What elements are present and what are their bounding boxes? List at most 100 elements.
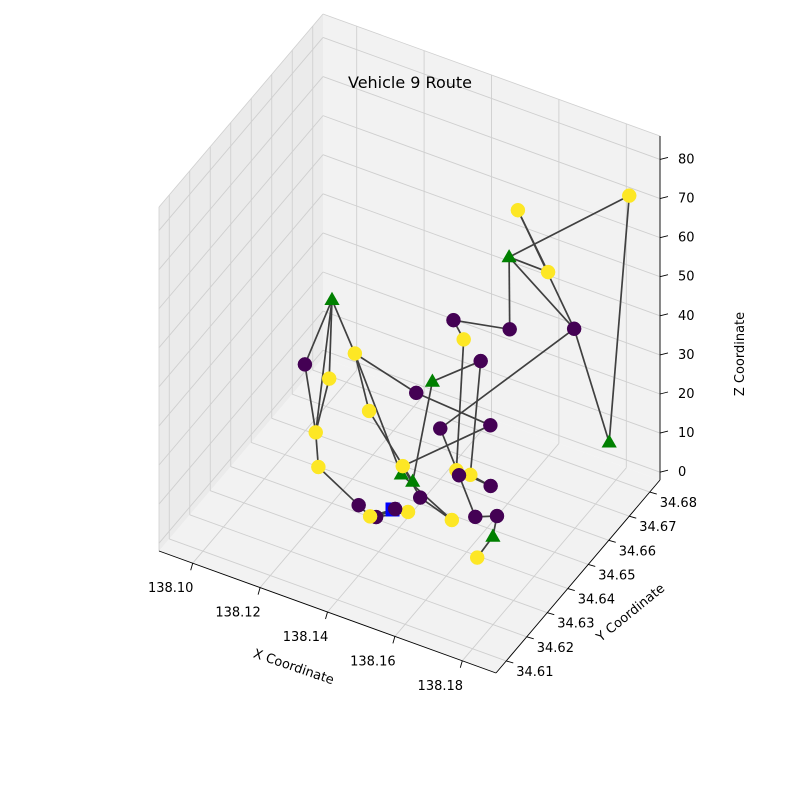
route-segment: [304, 364, 317, 433]
stop-point-yellow: [395, 458, 411, 474]
x-axis-label: X Coordinate: [251, 647, 336, 689]
route-segment: [317, 466, 360, 506]
x-gridline-floor: [259, 394, 425, 588]
stop-point-yellow: [362, 509, 378, 524]
x-tick-mark: [325, 611, 328, 620]
z-gridline-left: [158, 271, 324, 466]
route-segment: [469, 360, 482, 475]
route-segment: [314, 378, 331, 433]
z-gridline-left: [158, 310, 324, 505]
stop-point-purple: [433, 421, 448, 436]
route-segment: [508, 256, 575, 330]
x-tick-mark: [257, 587, 261, 595]
y-tick-label: 34.65: [598, 568, 635, 583]
x-tick-mark: [459, 660, 463, 668]
y-gridline-floor: [230, 466, 568, 589]
y-tick-mark: [567, 588, 575, 591]
y-tick-mark: [608, 539, 616, 543]
route-segment: [608, 195, 631, 443]
z-gridline-back: [322, 232, 661, 356]
x-tick-label: 138.18: [418, 679, 464, 694]
triangle-point: [501, 249, 517, 263]
y-gridline-floor: [169, 538, 507, 662]
axis-lines: [158, 13, 669, 674]
z-gridline-back: [322, 115, 661, 239]
route-segment: [331, 299, 356, 354]
y-tick-label: 34.61: [516, 665, 553, 680]
z-tick-label: 50: [678, 270, 695, 285]
stop-point-purple: [387, 501, 403, 517]
stop-point-purple: [297, 357, 313, 372]
triangle-point: [324, 291, 340, 305]
stop-point-yellow: [622, 188, 637, 203]
y-tick-mark: [506, 660, 514, 664]
axis-panes: [159, 14, 660, 673]
x-tick-mark: [392, 636, 396, 644]
z-tick-label: 30: [678, 348, 695, 363]
z-gridline-left: [158, 349, 324, 544]
x-gridline-floor: [394, 443, 560, 637]
z-gridline-back: [322, 37, 661, 160]
z-tick-mark: [659, 196, 669, 199]
z-gridline-left: [158, 115, 324, 309]
stop-point-purple: [502, 322, 517, 337]
route-segment: [453, 319, 510, 331]
stop-point-yellow: [400, 504, 416, 520]
route-segment: [508, 257, 511, 330]
x-tick-label: 138.10: [148, 581, 194, 596]
y-tick-mark: [526, 636, 534, 640]
stop-point-yellow: [311, 459, 326, 475]
stop-point-yellow: [361, 403, 377, 419]
z-tick-label: 60: [678, 231, 695, 246]
z-gridline-left: [158, 193, 324, 388]
z-gridline-left: [158, 154, 324, 349]
z-tick-mark: [659, 430, 669, 434]
z-gridline-back: [322, 193, 661, 317]
route-segment: [455, 339, 465, 471]
x-tick-label: 138.14: [283, 630, 329, 645]
y-tick-mark: [588, 564, 596, 567]
stop-point-purple: [446, 312, 461, 328]
y-axis-label: Y Coordinate: [593, 581, 668, 646]
y-axis-line: [495, 479, 661, 674]
pane-edge: [158, 13, 324, 208]
y-tick-label: 34.64: [578, 593, 615, 608]
route-segment: [354, 353, 370, 412]
route-segment: [432, 360, 482, 383]
x-gridline-floor: [192, 369, 358, 564]
stop-point-purple: [412, 490, 428, 505]
route-segment: [354, 352, 417, 394]
y-tick-label: 34.67: [639, 520, 676, 535]
route-segment: [328, 299, 333, 379]
z-tick-label: 70: [678, 192, 695, 207]
y-tick-mark: [629, 515, 637, 519]
triangle-point: [424, 373, 440, 387]
triangle-point: [601, 434, 617, 448]
stop-point-yellow: [308, 425, 323, 440]
z-gridline-back: [322, 349, 661, 473]
z-tick-mark: [659, 235, 669, 239]
y-gridline-floor: [189, 514, 527, 638]
z-gridline-left: [158, 37, 324, 231]
route-segment: [354, 353, 403, 475]
stop-point-yellow: [347, 346, 363, 361]
z-tick-mark: [659, 274, 669, 278]
route-segment: [411, 381, 434, 482]
route-segment: [458, 474, 477, 518]
stop-point-yellow: [469, 550, 485, 565]
stop-point-purple: [451, 468, 467, 483]
z-tick-label: 40: [678, 309, 695, 324]
y-tick-label: 34.62: [537, 641, 574, 656]
tick-labels: 138.10 138.12 138.14 138.16 138.18 34.61 34.62…: [148, 152, 697, 693]
z-tick-mark: [659, 157, 669, 160]
stop-point-purple: [489, 508, 505, 524]
z-axis-label: Z Coordinate: [733, 312, 748, 396]
pane-edge: [322, 13, 661, 137]
stop-point-purple: [483, 418, 498, 433]
y-tick-label: 34.66: [619, 544, 656, 559]
stop-point-purple: [473, 353, 488, 369]
z-tick-label: 80: [678, 152, 695, 167]
stop-point-yellow: [540, 264, 556, 280]
stop-point-purple: [468, 509, 483, 525]
